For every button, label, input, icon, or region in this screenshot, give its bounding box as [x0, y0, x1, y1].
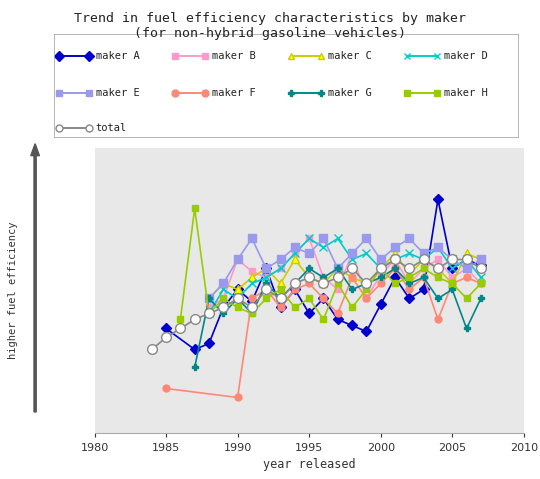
- Text: maker G: maker G: [328, 88, 372, 98]
- Text: maker C: maker C: [328, 51, 372, 61]
- Text: maker F: maker F: [212, 88, 255, 98]
- Text: maker D: maker D: [444, 51, 488, 61]
- Text: maker E: maker E: [96, 88, 139, 98]
- Text: total: total: [96, 123, 127, 133]
- Text: maker H: maker H: [444, 88, 488, 98]
- X-axis label: year released: year released: [263, 458, 355, 471]
- Text: maker B: maker B: [212, 51, 255, 61]
- Text: Trend in fuel efficiency characteristics by maker
(for non-hybrid gasoline vehic: Trend in fuel efficiency characteristics…: [74, 12, 466, 40]
- Text: maker A: maker A: [96, 51, 139, 61]
- Text: higher fuel efficiency: higher fuel efficiency: [9, 221, 18, 359]
